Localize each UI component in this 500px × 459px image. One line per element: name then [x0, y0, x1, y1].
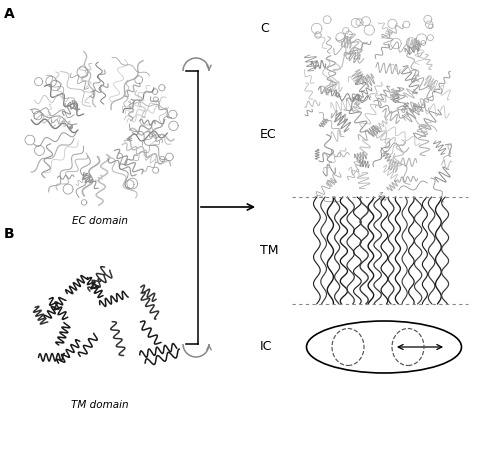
Text: B: B — [4, 227, 14, 241]
Text: C: C — [260, 22, 269, 35]
Text: TM domain: TM domain — [71, 400, 129, 410]
Text: IC: IC — [260, 341, 272, 353]
Text: A: A — [4, 7, 15, 21]
Text: EC domain: EC domain — [72, 216, 128, 226]
Text: TM: TM — [260, 245, 278, 257]
Text: EC: EC — [260, 128, 276, 140]
